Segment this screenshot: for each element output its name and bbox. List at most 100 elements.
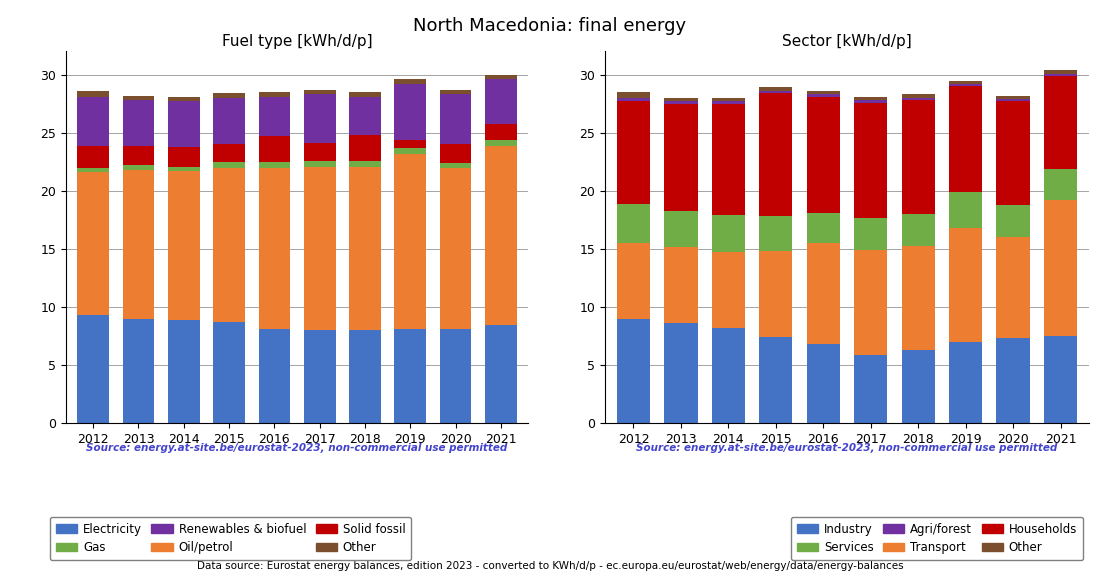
Bar [997, 237, 1030, 339]
Bar [395, 329, 426, 423]
Bar [77, 168, 109, 172]
Bar [1044, 336, 1077, 423]
Bar [213, 162, 245, 168]
Bar [304, 143, 336, 161]
Bar [122, 100, 154, 146]
Title: Fuel type [kWh/d/p]: Fuel type [kWh/d/p] [222, 34, 372, 49]
Bar [213, 168, 245, 322]
Bar [806, 344, 840, 423]
Bar [122, 96, 154, 100]
Bar [617, 98, 650, 101]
Bar [304, 94, 336, 143]
Bar [77, 91, 109, 97]
Bar [349, 161, 381, 166]
Bar [712, 328, 745, 423]
Bar [213, 93, 245, 98]
Bar [395, 80, 426, 84]
Text: Source: energy.at-site.be/eurostat-2023, non-commercial use permitted: Source: energy.at-site.be/eurostat-2023,… [87, 443, 507, 453]
Bar [854, 100, 888, 102]
Bar [258, 329, 290, 423]
Bar [349, 331, 381, 423]
Bar [759, 88, 792, 91]
Bar [485, 140, 517, 146]
Bar [806, 94, 840, 97]
Bar [304, 166, 336, 331]
Bar [440, 163, 472, 168]
Bar [664, 98, 697, 101]
Bar [122, 146, 154, 165]
Text: North Macedonia: final energy: North Macedonia: final energy [414, 17, 686, 35]
Bar [854, 217, 888, 250]
Bar [664, 101, 697, 104]
Bar [168, 171, 199, 320]
Bar [440, 329, 472, 423]
Bar [664, 104, 697, 210]
Bar [806, 213, 840, 243]
Bar [213, 322, 245, 423]
Title: Sector [kWh/d/p]: Sector [kWh/d/p] [782, 34, 912, 49]
Bar [617, 319, 650, 423]
Bar [902, 98, 935, 100]
Bar [258, 136, 290, 162]
Bar [395, 154, 426, 329]
Bar [1044, 169, 1077, 200]
Bar [304, 90, 336, 94]
Legend: Industry, Services, Agri/forest, Transport, Households, Other: Industry, Services, Agri/forest, Transpo… [791, 517, 1084, 561]
Bar [902, 350, 935, 423]
Bar [617, 92, 650, 98]
Bar [712, 104, 745, 215]
Bar [617, 101, 650, 204]
Bar [1044, 76, 1077, 169]
Bar [854, 250, 888, 355]
Bar [440, 145, 472, 163]
Bar [997, 339, 1030, 423]
Bar [440, 90, 472, 94]
Bar [997, 96, 1030, 99]
Bar [258, 92, 290, 97]
Bar [806, 91, 840, 94]
Bar [168, 166, 199, 171]
Bar [997, 205, 1030, 237]
Bar [712, 98, 745, 101]
Bar [77, 97, 109, 146]
Bar [349, 97, 381, 135]
Bar [997, 101, 1030, 205]
Bar [1044, 70, 1077, 74]
Bar [854, 355, 888, 423]
Bar [258, 168, 290, 329]
Bar [77, 172, 109, 315]
Bar [617, 243, 650, 319]
Bar [902, 214, 935, 245]
Bar [258, 97, 290, 136]
Bar [949, 228, 982, 342]
Bar [712, 215, 745, 252]
Bar [712, 252, 745, 328]
Bar [168, 320, 199, 423]
Bar [349, 135, 381, 161]
Bar [485, 146, 517, 324]
Bar [949, 86, 982, 192]
Bar [122, 165, 154, 170]
Bar [902, 94, 935, 98]
Bar [759, 91, 792, 93]
Bar [759, 93, 792, 216]
Bar [664, 323, 697, 423]
Text: Data source: Eurostat energy balances, edition 2023 - converted to KWh/d/p - ec.: Data source: Eurostat energy balances, e… [197, 561, 903, 571]
Bar [854, 102, 888, 217]
Bar [1044, 200, 1077, 336]
Legend: Electricity, Gas, Renewables & biofuel, Oil/petrol, Solid fossil, Other: Electricity, Gas, Renewables & biofuel, … [50, 517, 411, 561]
Bar [902, 100, 935, 214]
Bar [304, 331, 336, 423]
Bar [122, 319, 154, 423]
Bar [122, 170, 154, 319]
Bar [949, 81, 982, 84]
Bar [902, 245, 935, 350]
Text: Source: energy.at-site.be/eurostat-2023, non-commercial use permitted: Source: energy.at-site.be/eurostat-2023,… [637, 443, 1057, 453]
Bar [485, 80, 517, 124]
Bar [349, 92, 381, 97]
Bar [395, 148, 426, 154]
Bar [1044, 74, 1077, 76]
Bar [759, 251, 792, 337]
Bar [485, 324, 517, 423]
Bar [213, 98, 245, 145]
